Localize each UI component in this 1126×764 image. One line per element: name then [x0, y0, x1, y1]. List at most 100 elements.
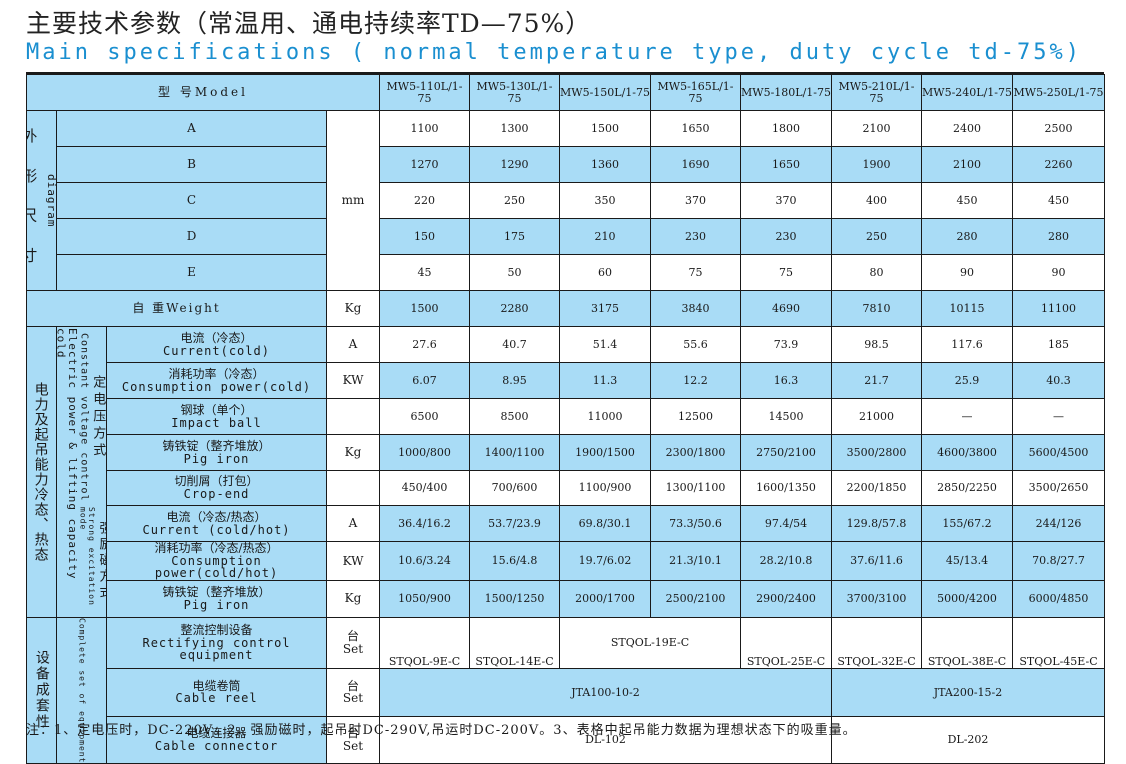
- value-cell: 14500: [740, 398, 833, 435]
- dimension-group-label: 外 形 尺 寸 External dimension diagram: [26, 110, 57, 291]
- unit-cn: 台: [347, 629, 360, 644]
- value-cell: 21.7: [831, 362, 923, 399]
- unit-cell: [325, 470, 381, 506]
- row-label-cn: 电流（冷态/热态）: [166, 509, 267, 524]
- power-group-en-cell: Electric power & lifting capacity cold C…: [56, 326, 107, 618]
- value-cell: 90: [921, 254, 1014, 291]
- value-cell: 73.3/50.6: [650, 505, 742, 542]
- row-label: 整流控制设备 Rectifying control equipment: [106, 616, 327, 670]
- value-cell: 27.6: [379, 326, 471, 363]
- row-label-cn: 电缆连接器: [186, 726, 247, 741]
- value-cell: 1400/1100: [469, 434, 561, 471]
- value-cell: 2400: [921, 110, 1014, 147]
- footnote: 注：1、定电压时，DC-220V。2、强励磁时，起吊时DC-290V,吊运时DC…: [26, 723, 857, 738]
- equipment-group-cn: 设备成套性: [33, 650, 50, 731]
- row-label-cn: 铸铁锭（整齐堆放）: [162, 585, 271, 600]
- value-cell: 28.2/10.8: [740, 541, 833, 581]
- value-cell: 1900/1500: [559, 434, 652, 471]
- page-title: 主要技术参数（常温用、通电持续率TD—75%）: [26, 9, 592, 38]
- row-label: 电流（冷态） Current(cold): [106, 326, 327, 363]
- value-cell: 15.6/4.8: [469, 541, 561, 581]
- row-label: 铸铁锭（整齐堆放） Pig iron: [106, 579, 327, 618]
- model-header: MW5-250L/1-75: [1012, 74, 1106, 111]
- value-cell: 8500: [469, 398, 561, 435]
- value-cell: 10115: [921, 290, 1014, 327]
- row-label-en: Pig iron: [183, 451, 250, 466]
- value-cell: 5000/4200: [921, 579, 1014, 618]
- value-cell: 3500/2800: [831, 434, 923, 471]
- value-cell: 21000: [831, 398, 923, 435]
- power-group-cn: 电力及起吊能力冷态、热态: [32, 381, 49, 562]
- value-cell: 2750/2100: [740, 434, 833, 471]
- unit-cell: A: [325, 326, 381, 363]
- value-cell: 40.3: [1012, 362, 1106, 399]
- row-label: 铸铁锭（整齐堆放） Pig iron: [106, 434, 327, 471]
- equipment-group-en-cell: Complete set of equipment: [56, 616, 107, 764]
- value-cell: 3840: [650, 290, 742, 327]
- row-label-cn: 钢球（单个）: [180, 402, 253, 417]
- equipment-group-label: 设备成套性: [26, 616, 57, 764]
- model-header: MW5-150L/1-75: [559, 74, 652, 111]
- value-cell: 230: [740, 218, 833, 255]
- table-row: C 220 250 350 370 370 400 450 450: [27, 182, 1106, 219]
- value-cell: STQOL-32E-C: [831, 616, 923, 670]
- row-label-cn: 消耗功率（冷态/热态）: [154, 541, 279, 555]
- unit-cell: 台 Set: [325, 616, 381, 670]
- value-cell: 370: [740, 182, 833, 219]
- value-cell: —: [1012, 398, 1106, 435]
- model-header: MW5-165L/1-75: [650, 74, 742, 111]
- table-row: 消耗功率（冷态/热态） Consumption power(cold/hot) …: [26, 541, 1106, 581]
- value-cell: 75: [650, 254, 742, 291]
- table-row: E 45 50 60 75 75 80 90 90: [27, 254, 1106, 291]
- table-row: 电缆卷筒 Cable reel 台 Set JTA100-10-2 JTA200…: [26, 668, 1106, 717]
- value-cell: 2000/1700: [559, 579, 652, 618]
- header-row: 型 号Model MW5-110L/1-75 MW5-130L/1-75 MW5…: [25, 74, 1106, 111]
- unit-en: Set: [342, 641, 364, 656]
- value-cell: 2500/2100: [650, 579, 742, 618]
- value-cell: 2500: [1012, 110, 1106, 147]
- value-cell: 4600/3800: [921, 434, 1014, 471]
- value-cell: 3700/3100: [831, 579, 923, 618]
- value-cell: 1300: [469, 110, 561, 147]
- unit-en: Set: [342, 738, 364, 753]
- value-cell: 220: [379, 182, 471, 219]
- value-cell: 129.8/57.8: [831, 505, 923, 542]
- unit-cell: 台 Set: [325, 668, 381, 717]
- row-label-cn: 整流控制设备: [180, 623, 253, 638]
- row-label-en: Cable connector: [154, 738, 279, 753]
- value-cell: 370: [650, 182, 742, 219]
- value-cell: 1600/1350: [740, 470, 833, 506]
- row-label: E: [56, 254, 327, 291]
- value-cell: 155/67.2: [921, 505, 1014, 542]
- row-label-cn: 铸铁锭（整齐堆放）: [162, 438, 271, 453]
- page-subtitle: Main specifications ( normal temperature…: [26, 40, 1082, 65]
- unit-cell: A: [325, 505, 381, 542]
- unit-cn: 台: [347, 678, 360, 693]
- model-header: MW5-110L/1-75: [379, 74, 471, 111]
- value-cell: 1050/900: [379, 579, 471, 618]
- value-cell: 8.95: [469, 362, 561, 399]
- value-cell: 2850/2250: [921, 470, 1014, 506]
- value-cell: 73.9: [740, 326, 833, 363]
- value-cell: 45: [379, 254, 471, 291]
- value-cell: STQOL-19E-C: [559, 616, 742, 670]
- top-rule: [26, 72, 1104, 74]
- row-label: D: [56, 218, 327, 255]
- strong-mode-cn: 强励磁方式: [96, 521, 107, 602]
- unit-cell: [325, 398, 381, 435]
- value-cell: 1300/1100: [650, 470, 742, 506]
- value-cell: 2280: [469, 290, 561, 327]
- value-cell: 80: [831, 254, 923, 291]
- value-cell: 150: [379, 218, 471, 255]
- value-cell: JTA200-15-2: [831, 668, 1106, 717]
- value-cell: 11100: [1012, 290, 1106, 327]
- unit-cell: KW: [325, 541, 381, 581]
- strong-mode-en: Strong excitation mode: [78, 506, 96, 606]
- unit-cell: Kg: [325, 434, 381, 471]
- row-label: B: [56, 146, 327, 183]
- value-cell: 55.6: [650, 326, 742, 363]
- value-cell: 175: [469, 218, 561, 255]
- unit-cell: Kg: [325, 579, 381, 618]
- power-group-label: 电力及起吊能力冷态、热态: [26, 326, 57, 618]
- value-cell: 51.4: [559, 326, 652, 363]
